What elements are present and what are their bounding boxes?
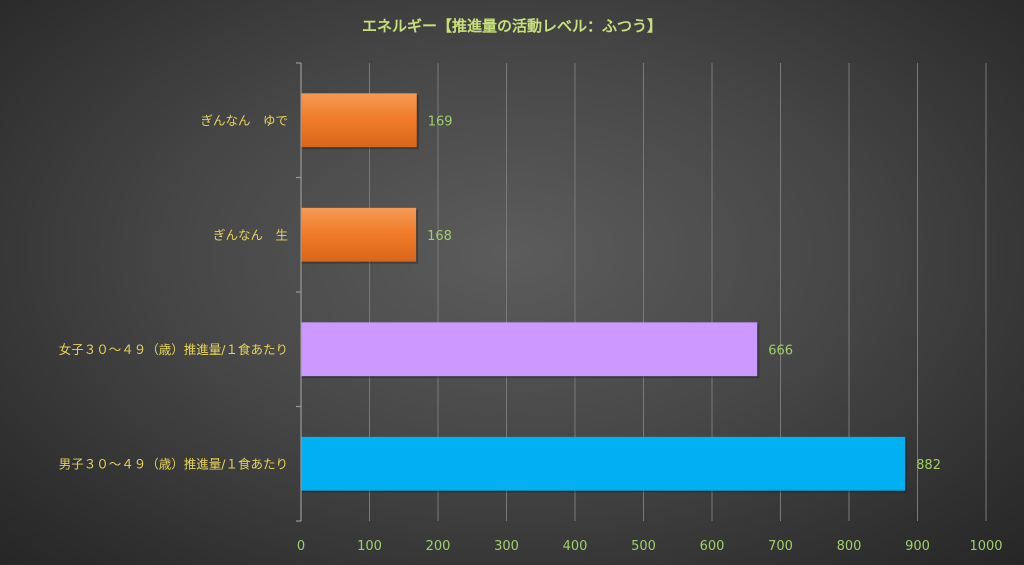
x-tick-label: 400 <box>563 539 588 554</box>
data-label: 882 <box>916 458 941 473</box>
x-tick-label: 100 <box>357 539 382 554</box>
data-label: 169 <box>428 114 453 129</box>
category-label: ぎんなん 生 <box>213 227 288 242</box>
data-labels: 169 168 666 882 <box>427 114 941 473</box>
category-label: 男子３０～４９（歳）推進量/１食あたり <box>59 456 288 471</box>
x-tick-label: 1000 <box>969 539 1002 554</box>
bar-0 <box>301 93 417 148</box>
bar-3 <box>301 436 906 491</box>
x-tick-label: 600 <box>700 539 725 554</box>
data-label: 666 <box>768 343 793 358</box>
category-axis <box>296 62 302 522</box>
category-label: 女子３０～４９（歳）推進量/１食あたり <box>59 342 288 357</box>
gridlines <box>369 63 987 521</box>
x-tick-label: 300 <box>494 539 519 554</box>
x-tick-label: 200 <box>426 539 451 554</box>
x-tick-label: 800 <box>837 539 862 554</box>
x-tick-label: 900 <box>905 539 930 554</box>
bar-1 <box>301 207 417 262</box>
x-tick-label: 500 <box>631 539 656 554</box>
bars <box>301 93 908 493</box>
x-tick-label: 700 <box>768 539 793 554</box>
value-axis-tick-labels: 0 100 200 300 400 500 600 700 800 900 1000 <box>297 539 1003 554</box>
bar-2 <box>301 322 758 377</box>
category-label: ぎんなん ゆで <box>200 113 288 128</box>
data-label: 168 <box>427 229 452 244</box>
x-tick-label: 0 <box>297 539 305 554</box>
chart-title: エネルギー【推進量の活動レベル：ふつう】 <box>362 17 662 35</box>
